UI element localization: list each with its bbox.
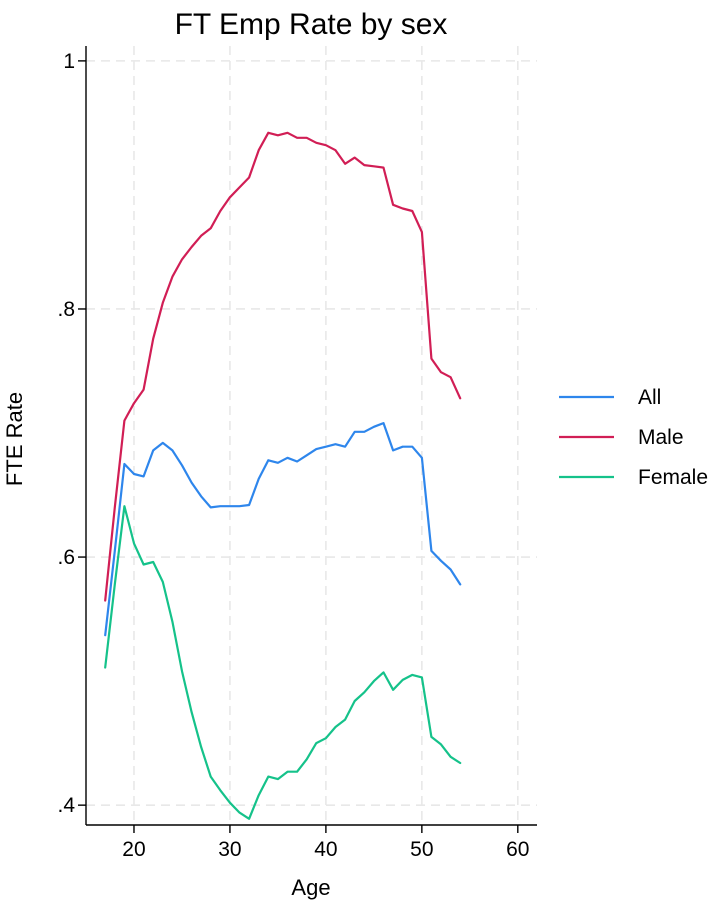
x-tick-label: 30 [218, 838, 241, 861]
legend-label-female: Female [638, 466, 708, 489]
y-axis-title: FTE Rate [2, 392, 27, 486]
x-axis-ticks: 20 30 40 50 60 [122, 825, 529, 861]
x-tick-label: 60 [506, 838, 529, 861]
x-axis-title: Age [291, 875, 330, 900]
legend-label-male: Male [638, 426, 684, 449]
y-tick-label: 1 [63, 50, 75, 73]
y-tick-label: .6 [57, 546, 75, 569]
x-tick-label: 40 [314, 838, 337, 861]
series-line-female [104, 505, 462, 820]
x-tick-label: 50 [410, 838, 433, 861]
grid [86, 46, 537, 825]
legend: All Male Female [559, 386, 708, 489]
legend-label-all: All [638, 386, 661, 409]
series-line-male [104, 131, 462, 602]
y-tick-label: .8 [57, 298, 75, 321]
series-lines [104, 131, 462, 820]
series-line-all [104, 422, 462, 637]
y-tick-label: .4 [57, 794, 75, 817]
x-tick-label: 20 [122, 838, 145, 861]
chart-title: FT Emp Rate by sex [175, 8, 448, 41]
y-axis-ticks: .4 .6 .8 1 [57, 50, 86, 817]
